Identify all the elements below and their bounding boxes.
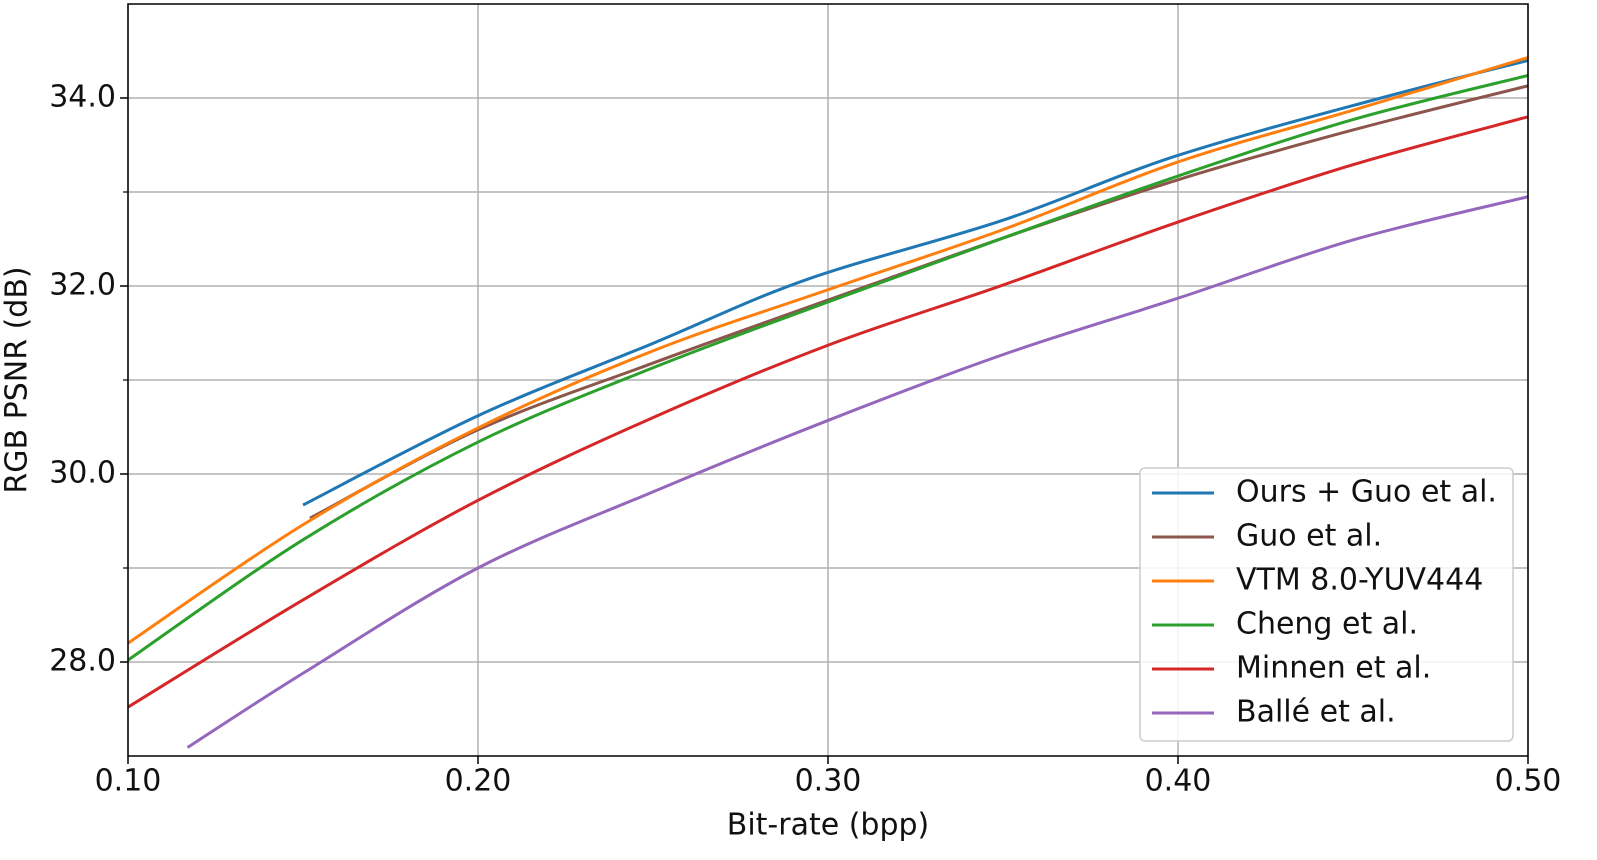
line-series <box>309 84 1528 520</box>
x-tick-label: 0.30 <box>795 764 862 799</box>
line-series <box>128 115 1528 709</box>
legend-label: Ours + Guo et al. <box>1236 475 1497 510</box>
line-series <box>128 56 1528 645</box>
y-tick-label: 34.0 <box>49 80 116 115</box>
legend-label: Guo et al. <box>1236 519 1382 554</box>
y-tick-label: 30.0 <box>49 456 116 491</box>
legend-label: VTM 8.0-YUV444 <box>1236 563 1483 598</box>
x-tick-label: 0.50 <box>1495 764 1562 799</box>
legend-label: Cheng et al. <box>1236 607 1418 642</box>
legend-box <box>1139 467 1514 742</box>
legend: Ours + Guo et al. Guo et al. VTM 8.0-YUV44… <box>1139 467 1514 742</box>
y-axis-label: RGB PSNR (dB) <box>0 266 35 493</box>
legend-label: Ballé et al. <box>1236 695 1396 730</box>
line-series <box>186 195 1528 749</box>
x-axis-label: Bit-rate (bpp) <box>727 808 930 843</box>
line-series <box>302 58 1528 507</box>
line-series <box>128 73 1528 662</box>
x-tick-label: 0.20 <box>445 764 512 799</box>
y-tick-label: 32.0 <box>49 268 116 303</box>
x-tick-label: 0.40 <box>1145 764 1212 799</box>
y-tick-label: 28.0 <box>49 644 116 679</box>
x-tick-label: 0.10 <box>95 764 162 799</box>
legend-label: Minnen et al. <box>1236 651 1431 686</box>
plot-frame <box>127 3 1529 757</box>
